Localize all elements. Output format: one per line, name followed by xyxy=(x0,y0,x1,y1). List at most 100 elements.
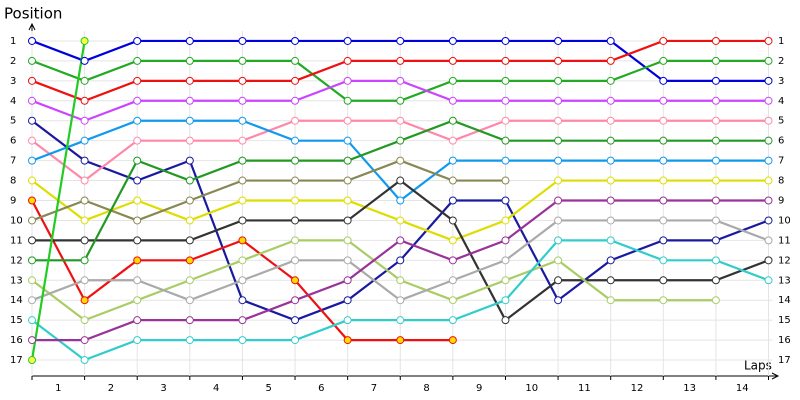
position-marker xyxy=(501,316,510,325)
position-marker xyxy=(133,336,142,345)
position-marker xyxy=(238,216,247,225)
position-marker xyxy=(659,56,668,65)
position-marker xyxy=(501,136,510,145)
x-tick-label: 1 xyxy=(55,383,61,394)
y-tick-label: 4 xyxy=(10,96,16,107)
position-marker xyxy=(711,56,720,65)
position-marker xyxy=(133,296,142,305)
position-marker xyxy=(448,116,457,125)
position-marker xyxy=(659,196,668,205)
position-marker xyxy=(448,156,457,165)
position-marker xyxy=(291,116,300,125)
position-marker xyxy=(28,56,36,65)
position-marker xyxy=(606,216,615,225)
position-marker xyxy=(501,76,510,85)
position-marker xyxy=(396,196,405,205)
position-marker xyxy=(448,256,457,265)
position-marker xyxy=(711,296,720,305)
position-marker xyxy=(185,76,194,85)
position-marker xyxy=(80,36,89,45)
position-marker xyxy=(606,236,615,245)
position-marker xyxy=(396,136,405,145)
position-marker xyxy=(659,296,668,305)
position-marker xyxy=(291,96,300,105)
position-marker xyxy=(343,316,352,325)
y-tick-label-right: 13 xyxy=(778,275,791,286)
y-tick-label-right: 14 xyxy=(778,295,791,306)
position-marker xyxy=(133,156,142,165)
position-marker xyxy=(238,336,247,345)
position-marker xyxy=(28,336,36,345)
position-marker xyxy=(133,256,142,265)
y-tick-label-right: 16 xyxy=(778,335,791,346)
position-marker xyxy=(711,276,720,285)
position-marker xyxy=(238,36,247,45)
position-marker xyxy=(185,176,194,185)
y-tick-label: 2 xyxy=(10,56,16,67)
y-tick-label-right: 10 xyxy=(778,215,791,226)
position-marker xyxy=(711,136,720,145)
y-tick-label: 7 xyxy=(10,156,16,167)
position-marker xyxy=(80,236,89,245)
y-tick-label: 1 xyxy=(10,36,16,47)
position-marker xyxy=(448,296,457,305)
series-line xyxy=(31,159,506,222)
position-marker xyxy=(764,136,773,145)
y-axis-arrow xyxy=(28,22,36,31)
position-marker xyxy=(448,176,457,185)
position-marker xyxy=(185,56,194,65)
position-marker xyxy=(501,56,510,65)
position-marker xyxy=(28,76,36,85)
position-marker xyxy=(28,176,36,185)
position-marker xyxy=(80,116,89,125)
position-marker xyxy=(238,256,247,265)
position-marker xyxy=(238,156,247,165)
position-marker xyxy=(28,316,36,325)
position-marker xyxy=(28,196,36,205)
position-marker xyxy=(711,96,720,105)
position-marker xyxy=(396,116,405,125)
x-tick-label: 4 xyxy=(213,383,219,394)
position-marker xyxy=(396,316,405,325)
position-marker xyxy=(291,156,300,165)
position-marker xyxy=(764,236,773,245)
position-marker xyxy=(554,256,563,265)
y-tick-label-right: 17 xyxy=(778,355,791,366)
position-marker xyxy=(238,236,247,245)
position-marker xyxy=(659,236,668,245)
y-tick-label-right: 3 xyxy=(778,76,784,87)
position-marker xyxy=(711,236,720,245)
position-marker xyxy=(764,56,773,65)
position-marker xyxy=(291,316,300,325)
position-marker xyxy=(238,56,247,65)
position-marker xyxy=(238,176,247,185)
position-marker xyxy=(80,216,89,225)
position-marker xyxy=(448,76,457,85)
y-tick-label: 15 xyxy=(10,315,23,326)
x-tick-label: 7 xyxy=(371,383,377,394)
x-axis-label: Laps xyxy=(744,359,772,373)
position-marker xyxy=(291,256,300,265)
position-marker xyxy=(711,216,720,225)
position-marker xyxy=(659,136,668,145)
position-marker xyxy=(554,216,563,225)
x-tick-label: 11 xyxy=(578,383,591,394)
position-marker xyxy=(80,196,89,205)
position-marker xyxy=(185,156,194,165)
position-marker xyxy=(185,276,194,285)
position-marker xyxy=(659,276,668,285)
position-marker xyxy=(185,216,194,225)
position-marker xyxy=(343,196,352,205)
position-marker xyxy=(396,336,405,345)
chart-title: Position xyxy=(4,5,62,23)
position-marker xyxy=(291,336,300,345)
position-marker xyxy=(659,256,668,265)
position-marker xyxy=(554,56,563,65)
y-tick-label: 17 xyxy=(10,355,23,366)
position-marker xyxy=(28,156,36,165)
y-tick-label-right: 4 xyxy=(778,96,784,107)
position-marker xyxy=(133,276,142,285)
y-tick-label-right: 11 xyxy=(778,235,791,246)
position-marker xyxy=(554,36,563,45)
position-marker xyxy=(133,316,142,325)
